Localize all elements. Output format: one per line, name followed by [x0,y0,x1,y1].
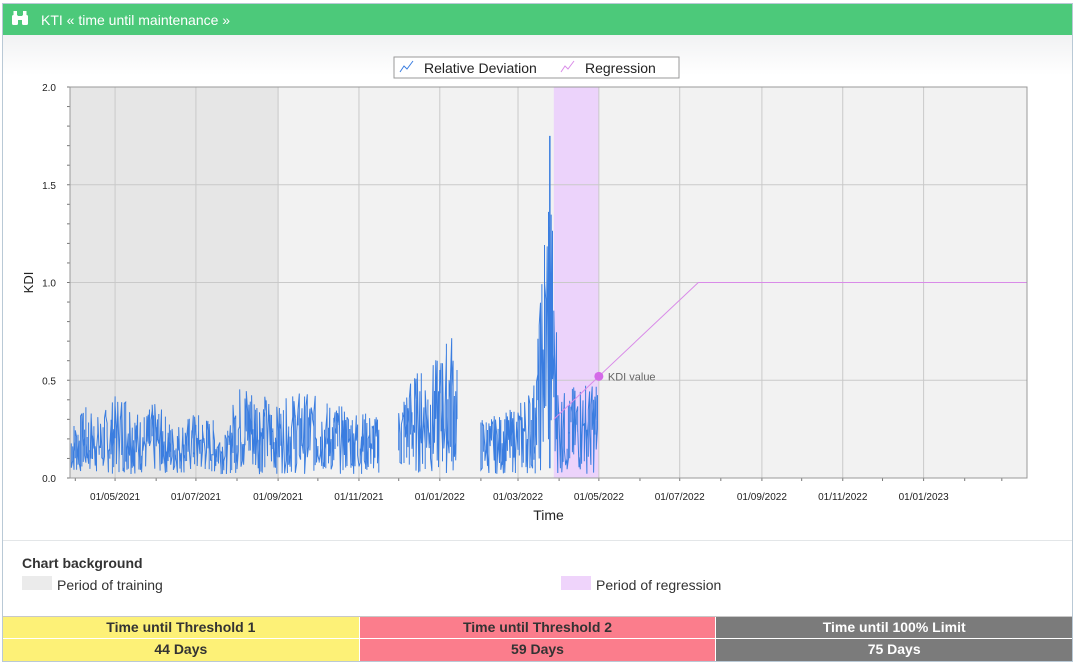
regression-label: Period of regression [596,577,722,593]
y-tick-label: 1.0 [42,279,56,290]
x-tick-label: 01/09/2022 [737,492,787,503]
kdi-value-label: KDI value [608,371,656,383]
legend-label: Relative Deviation [424,60,537,76]
training-swatch [22,576,52,590]
chart-legend: Relative Deviation Regression [393,56,680,79]
x-tick-label: 01/03/2022 [493,492,543,503]
regression-legend-icon [560,60,575,73]
y-axis-title: KDI [21,272,36,294]
x-tick-label: 01/01/2022 [415,492,465,503]
kdi-value-marker [594,371,604,381]
panel-title: KTI « time until maintenance » [41,12,231,28]
kti-panel: KTI « time until maintenance » KDI value… [2,3,1073,662]
regression-swatch [561,576,591,590]
binoculars-icon [12,11,28,25]
kpi-threshold-2: Time until Threshold 2 59 Days [359,617,717,661]
relative-deviation-legend-icon [399,60,414,73]
x-tick-label: 01/11/2021 [334,492,384,503]
x-tick-label: 01/09/2021 [253,492,303,503]
plot-frame [69,86,1028,479]
relative-deviation-line [398,338,458,474]
kpi-label: Time until Threshold 1 [3,617,359,639]
y-tick-label: 1.5 [42,181,56,192]
x-tick-label: 01/07/2022 [655,492,705,503]
x-tick-label: 01/07/2021 [171,492,221,503]
y-tick-label: 0.5 [42,376,56,387]
kpi-label: Time until 100% Limit [716,617,1073,639]
chart-background-title: Chart background [22,555,143,571]
panel-titlebar: KTI « time until maintenance » [3,4,1072,35]
kpi-value: 59 Days [359,639,716,661]
chart-background-legend: Chart background Period of training Peri… [3,541,1072,617]
regression-line [553,282,1027,420]
kdi-chart-svg: KDI value 0.0 0.5 1.0 1.5 2.0 01/05/2021 01/07/… [21,56,1028,523]
x-axis-title: Time [533,507,564,523]
x-tick-label: 01/01/2023 [899,492,949,503]
kpi-value: 44 Days [3,639,359,661]
legend-box [393,56,680,79]
relative-deviation-line [480,211,571,474]
relative-deviation-line [570,385,598,474]
kpi-label: Time until Threshold 2 [359,617,716,639]
kpi-limit-100: Time until 100% Limit 75 Days [716,617,1073,661]
training-label: Period of training [57,577,163,593]
kpi-value: 75 Days [716,639,1073,661]
x-tick-label: 01/05/2021 [90,492,140,503]
relative-deviation-line [70,389,380,475]
x-tick-label: 01/11/2022 [818,492,868,503]
kpi-table: Time until Threshold 1 44 Days Time unti… [3,616,1073,661]
legend-label: Regression [585,60,656,76]
y-tick-label: 0.0 [42,474,56,485]
y-tick-label: 2.0 [42,83,56,94]
kpi-threshold-1: Time until Threshold 1 44 Days [3,617,360,661]
x-tick-label: 01/05/2022 [574,492,624,503]
kdi-chart: KDI value 0.0 0.5 1.0 1.5 2.0 01/05/2021 01/07/… [3,35,1072,541]
